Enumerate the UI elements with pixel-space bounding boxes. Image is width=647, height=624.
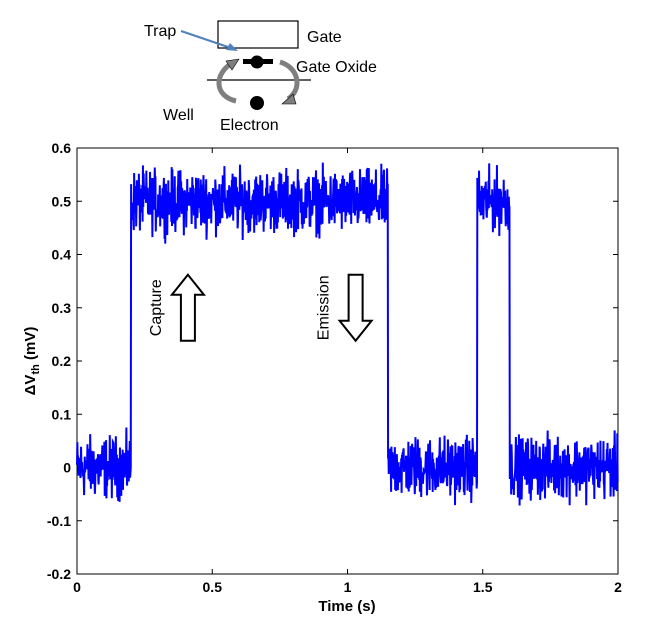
series-layer (76, 162, 619, 506)
y-axis-label: ΔVth (mV) (22, 327, 42, 396)
gate-label: Gate (307, 29, 342, 46)
x-tick-label: 1.5 (473, 579, 493, 595)
y-tick-label: 0.6 (52, 140, 72, 156)
y-axis-label-sub: th (30, 364, 42, 375)
y-axis-label-unit: (mV) (22, 327, 39, 365)
capture-curve-arrowhead (225, 58, 240, 71)
trap-pointer-arrowhead (226, 43, 238, 51)
electron-label: Electron (220, 117, 279, 134)
rtn-signal-line (76, 162, 619, 506)
annotation-down-arrow (337, 273, 374, 343)
y-tick-label: 0.4 (52, 247, 72, 263)
y-tick-label: 0.1 (52, 406, 72, 422)
capture-curve-arrow (216, 60, 237, 104)
x-tick-label: 1 (344, 579, 352, 595)
y-tick-label: 0.2 (52, 353, 72, 369)
x-tick-label: 2 (614, 579, 622, 595)
annotation-emission-label: Emission (316, 275, 333, 340)
axis-ticks: 0 0.5 1 1.5 2 -0.2 -0.1 0 0.1 0.2 0.3 0.4 0.5 0.6 (47, 140, 622, 595)
y-tick-label: 0 (63, 460, 71, 476)
well-label: Well (163, 107, 194, 124)
y-axis-label-main: ΔV (22, 375, 39, 396)
trap-label: Trap (144, 23, 176, 40)
y-tick-label: 0.5 (52, 193, 72, 209)
x-tick-label: 0 (73, 579, 81, 595)
trap-diagram: Gate Gate Oxide Trap Well Electron (144, 20, 377, 134)
annotation-capture-label: Capture (148, 279, 165, 336)
x-axis-label: Time (s) (318, 598, 375, 615)
trapped-electron-dot (250, 55, 264, 69)
emission-curve-arrowhead (281, 93, 297, 105)
annotation-up-arrow (169, 273, 206, 342)
annotations-layer: Capture Emission (148, 273, 374, 343)
gate-oxide-label: Gate Oxide (296, 59, 377, 76)
y-tick-label: -0.1 (47, 513, 71, 529)
y-tick-label: 0.3 (52, 300, 72, 316)
trap-pointer-line (180, 30, 232, 49)
gate-box (217, 20, 299, 49)
y-tick-label: -0.2 (47, 566, 71, 582)
x-tick-label: 0.5 (203, 579, 223, 595)
electron-dot (250, 96, 264, 110)
